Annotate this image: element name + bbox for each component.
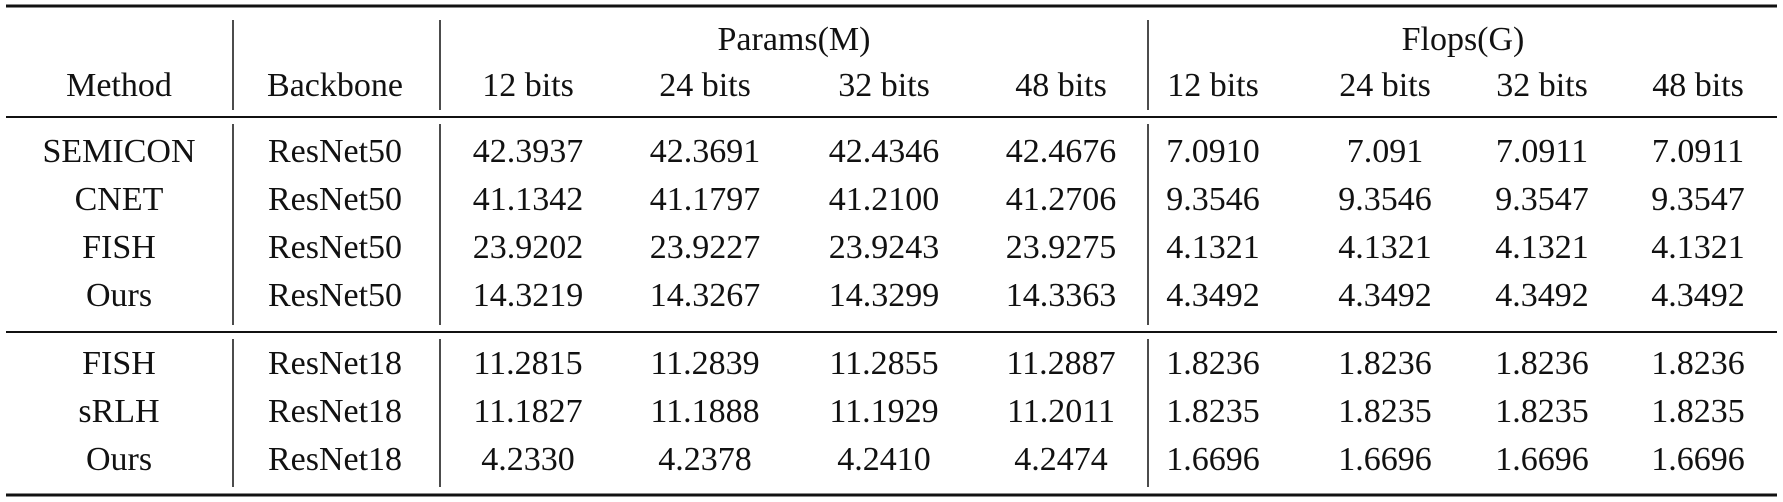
value-cell: 9.3546 [1166,181,1260,218]
value-cell: 1.6696 [1651,441,1745,478]
value-cell: 4.2378 [658,441,752,478]
value-cell: 4.3492 [1495,277,1589,314]
backbone-cell: ResNet18 [268,345,402,382]
value-cell: 14.3267 [650,277,761,314]
value-cell: 42.3691 [650,133,761,170]
value-cell: 14.3299 [829,277,940,314]
value-cell: 11.1888 [650,393,759,430]
method-cell: Ours [86,277,152,314]
value-cell: 1.6696 [1338,441,1432,478]
value-cell: 23.9227 [650,229,761,266]
value-cell: 1.8236 [1495,345,1589,382]
method-cell: sRLH [78,393,159,430]
value-cell: 11.1827 [473,393,582,430]
group-label: Params(M) [718,21,871,58]
value-cell: 4.1321 [1651,229,1745,266]
value-cell: 9.3547 [1651,181,1745,218]
backbone-cell: ResNet18 [268,393,402,430]
column-header: 32 bits [1496,67,1588,104]
backbone-cell: ResNet50 [268,181,402,218]
column-header: 12 bits [1167,67,1259,104]
value-cell: 41.1797 [650,181,761,218]
value-cell: 1.8235 [1338,393,1432,430]
method-cell: FISH [82,345,156,382]
value-cell: 4.2410 [837,441,931,478]
value-cell: 41.2100 [829,181,940,218]
value-cell: 4.1321 [1166,229,1260,266]
value-cell: 7.0911 [1496,133,1588,170]
group-label: Flops(G) [1402,21,1525,58]
column-header: 24 bits [1339,67,1431,104]
method-cell: FISH [82,229,156,266]
value-cell: 1.8235 [1166,393,1260,430]
value-cell: 1.8236 [1651,345,1745,382]
backbone-cell: ResNet50 [268,229,402,266]
value-cell: 4.2474 [1014,441,1108,478]
value-cell: 42.3937 [473,133,584,170]
value-cell: 11.2011 [1007,393,1115,430]
value-cell: 14.3363 [1006,277,1117,314]
header-backbone: Backbone [267,67,403,104]
value-cell: 23.9243 [829,229,940,266]
value-cell: 1.8236 [1338,345,1432,382]
value-cell: 42.4676 [1006,133,1117,170]
value-cell: 23.9275 [1006,229,1117,266]
value-cell: 4.1321 [1495,229,1589,266]
value-cell: 11.2887 [1006,345,1115,382]
method-cell: SEMICON [42,133,195,170]
value-cell: 4.3492 [1338,277,1432,314]
value-cell: 1.6696 [1495,441,1589,478]
value-cell: 11.2855 [829,345,938,382]
value-cell: 4.3492 [1166,277,1260,314]
value-cell: 41.1342 [473,181,584,218]
column-header: 24 bits [659,67,751,104]
column-header: 12 bits [482,67,574,104]
column-header: 48 bits [1652,67,1744,104]
value-cell: 9.3546 [1338,181,1432,218]
value-cell: 41.2706 [1006,181,1117,218]
backbone-cell: ResNet50 [268,277,402,314]
value-cell: 7.0910 [1166,133,1260,170]
value-cell: 4.1321 [1338,229,1432,266]
value-cell: 9.3547 [1495,181,1589,218]
value-cell: 11.2815 [473,345,582,382]
backbone-cell: ResNet18 [268,441,402,478]
value-cell: 1.6696 [1166,441,1260,478]
value-cell: 7.091 [1347,133,1424,170]
method-cell: Ours [86,441,152,478]
value-cell: 1.8236 [1166,345,1260,382]
value-cell: 4.2330 [481,441,575,478]
value-cell: 7.0911 [1652,133,1744,170]
value-cell: 1.8235 [1651,393,1745,430]
column-header: 48 bits [1015,67,1107,104]
value-cell: 14.3219 [473,277,584,314]
backbone-cell: ResNet50 [268,133,402,170]
value-cell: 42.4346 [829,133,940,170]
header-method: Method [66,67,172,104]
value-cell: 23.9202 [473,229,584,266]
value-cell: 4.3492 [1651,277,1745,314]
value-cell: 11.1929 [829,393,938,430]
value-cell: 1.8235 [1495,393,1589,430]
method-cell: CNET [75,181,164,218]
value-cell: 11.2839 [650,345,759,382]
column-header: 32 bits [838,67,930,104]
